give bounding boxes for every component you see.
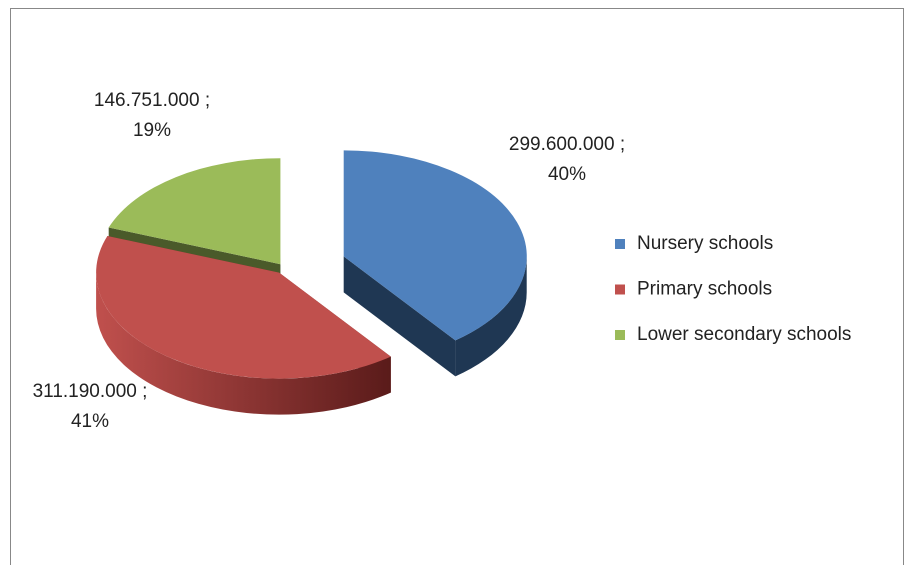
data-label: 311.190.000 ; [33,381,148,402]
slice-face [343,256,456,377]
data-label: 299.600.000 ; [509,134,625,155]
data-label: 19% [133,120,171,141]
data-label: 41% [71,411,109,432]
legend-label: Nursery schools [637,233,773,254]
slice-top [343,150,527,341]
slice [343,150,527,377]
data-label: 40% [548,164,586,185]
slice-top [96,236,391,379]
slice [96,236,391,415]
legend-swatch [615,284,625,295]
data-label: 146.751.000 ; [94,90,210,111]
chart-frame [10,8,904,565]
legend-label: Lower secondary schools [637,324,851,345]
slice-side [455,256,527,377]
slice-side [96,272,391,415]
legend-label: Primary schools [637,279,772,300]
legend-swatch [615,239,625,249]
slice-top [108,158,281,265]
legend-swatch [615,330,625,340]
